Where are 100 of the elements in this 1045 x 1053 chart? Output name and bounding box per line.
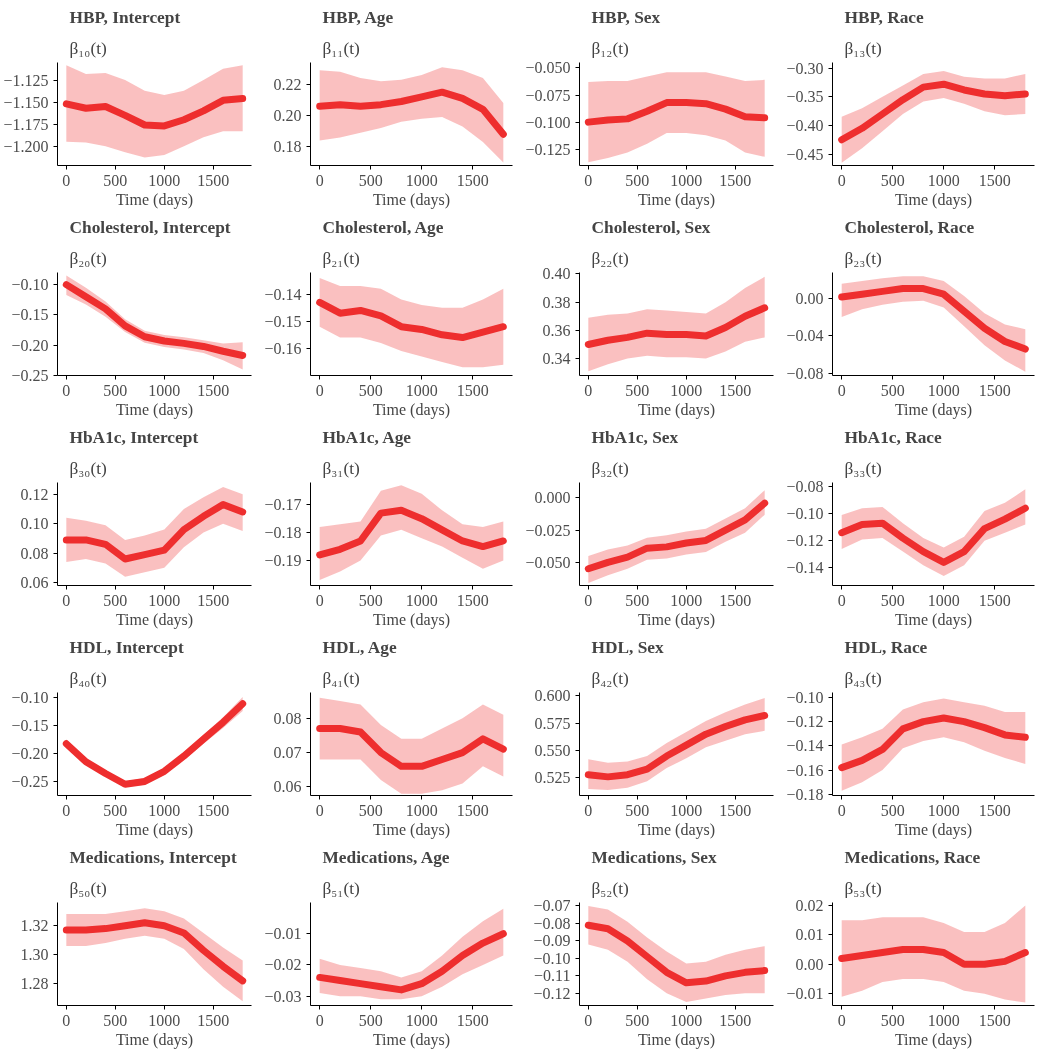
y-tick-label: −0.11 [534, 967, 571, 985]
y-tick-label: −0.20 [11, 744, 49, 762]
x-tick-label: 1000 [927, 591, 960, 609]
chart-title: β₄₂(t) [591, 668, 629, 688]
x-tick-label: 0 [584, 801, 593, 819]
x-tick-label: 1500 [197, 171, 230, 189]
chart-title: β₃₂(t) [591, 458, 629, 478]
x-axis-title: Time (days) [637, 820, 716, 839]
chart-subtitle: Cholesterol, Sex [591, 217, 711, 237]
chart-subtitle: HbA1c, Intercept [69, 427, 199, 447]
x-tick-label: 500 [880, 171, 905, 189]
x-tick-label: 1500 [719, 171, 752, 189]
x-tick-label: 0 [315, 591, 324, 609]
chart-title: β₂₂(t) [591, 248, 629, 268]
chart-subtitle: Medications, Age [322, 847, 450, 867]
chart-subtitle: Cholesterol, Race [844, 217, 975, 237]
x-axis-title: Time (days) [894, 190, 973, 209]
y-tick-label: 0.01 [795, 926, 824, 944]
y-tick-label: 0.02 [795, 896, 824, 914]
x-axis-title: Time (days) [115, 400, 194, 419]
x-tick-label: 1000 [927, 171, 960, 189]
x-tick-label: 1500 [978, 171, 1011, 189]
y-tick-label: 0.12 [20, 485, 49, 503]
chart-subtitle: HbA1c, Sex [591, 427, 679, 447]
x-tick-label: 1500 [197, 801, 230, 819]
y-tick-label: 0.000 [534, 489, 571, 507]
x-axis-title: Time (days) [115, 610, 194, 629]
chart-subtitle: HBP, Age [322, 7, 394, 27]
x-tick-label: 500 [625, 171, 650, 189]
x-tick-label: 500 [880, 801, 905, 819]
y-tick-label: 0.40 [542, 265, 571, 283]
chart-title: β₃₀(t) [69, 458, 107, 478]
y-tick-label: −0.16 [786, 761, 824, 779]
x-tick-label: 500 [625, 1011, 650, 1029]
x-axis-title: Time (days) [372, 190, 451, 209]
y-tick-label: −0.10 [11, 276, 49, 294]
y-tick-label: 1.32 [20, 917, 49, 935]
chart-title: β₁₀(t) [69, 38, 107, 58]
x-tick-label: 500 [358, 801, 383, 819]
y-tick-label: −0.16 [264, 339, 302, 357]
x-tick-label: 500 [880, 591, 905, 609]
x-axis-title: Time (days) [637, 190, 716, 209]
x-axis-title: Time (days) [894, 400, 973, 419]
x-tick-label: 1000 [670, 381, 703, 399]
x-tick-label: 1500 [719, 591, 752, 609]
chart-subtitle: HDL, Intercept [69, 637, 184, 657]
chart-title: β₂₃(t) [844, 248, 882, 268]
y-tick-label: −0.14 [264, 285, 302, 303]
y-tick-label: −0.30 [786, 59, 824, 77]
x-axis-title: Time (days) [115, 190, 194, 209]
x-tick-label: 0 [584, 171, 593, 189]
x-tick-label: 0 [315, 171, 324, 189]
x-tick-label: 0 [584, 1011, 593, 1029]
chart-title: β₅₂(t) [591, 878, 629, 898]
y-tick-label: −0.40 [786, 116, 824, 134]
x-axis-title: Time (days) [115, 820, 194, 839]
y-tick-label: 0.08 [20, 544, 49, 562]
chart-title: β₅₁(t) [322, 878, 360, 898]
y-tick-label: −0.12 [786, 713, 824, 731]
chart-subtitle: Medications, Race [844, 847, 981, 867]
chart-subtitle: HDL, Sex [591, 637, 665, 657]
y-tick-label: −0.45 [786, 145, 824, 163]
chart-title: β₄₃(t) [844, 668, 882, 688]
x-axis-title: Time (days) [637, 400, 716, 419]
chart-subtitle: HBP, Sex [591, 7, 661, 27]
x-tick-label: 0 [837, 801, 846, 819]
x-tick-label: 1500 [456, 591, 489, 609]
y-tick-label: 0.20 [273, 107, 302, 125]
y-tick-label: −0.10 [533, 949, 571, 967]
x-tick-label: 500 [880, 1011, 905, 1029]
x-tick-label: 0 [315, 1011, 324, 1029]
x-tick-label: 0 [584, 591, 593, 609]
x-tick-label: 1000 [670, 171, 703, 189]
y-tick-label: −0.08 [786, 478, 824, 496]
chart-subtitle: HbA1c, Age [322, 427, 412, 447]
x-tick-label: 0 [62, 591, 71, 609]
x-axis-title: Time (days) [372, 400, 451, 419]
y-tick-label: 0.38 [542, 293, 571, 311]
y-tick-label: −0.04 [786, 327, 824, 345]
x-tick-label: 0 [315, 381, 324, 399]
x-tick-label: 1500 [197, 1011, 230, 1029]
chart-subtitle: Medications, Intercept [69, 847, 237, 867]
x-tick-label: 1000 [148, 591, 181, 609]
x-axis-title: Time (days) [894, 610, 973, 629]
y-tick-label: 0.00 [795, 955, 824, 973]
x-tick-label: 1500 [456, 171, 489, 189]
y-tick-label: −0.02 [264, 956, 302, 974]
x-tick-label: 1000 [148, 381, 181, 399]
chart-subtitle: Cholesterol, Age [322, 217, 444, 237]
x-tick-label: 0 [837, 1011, 846, 1029]
y-tick-label: 0.18 [273, 138, 302, 156]
x-tick-label: 0 [62, 801, 71, 819]
x-tick-label: 500 [103, 801, 128, 819]
y-tick-label: −0.10 [11, 688, 49, 706]
y-tick-label: −0.12 [786, 532, 824, 550]
x-tick-label: 1500 [978, 801, 1011, 819]
x-axis-title: Time (days) [637, 1030, 716, 1049]
y-tick-label: −0.25 [11, 772, 49, 790]
x-tick-label: 0 [584, 381, 593, 399]
y-tick-label: 0.06 [273, 778, 302, 796]
